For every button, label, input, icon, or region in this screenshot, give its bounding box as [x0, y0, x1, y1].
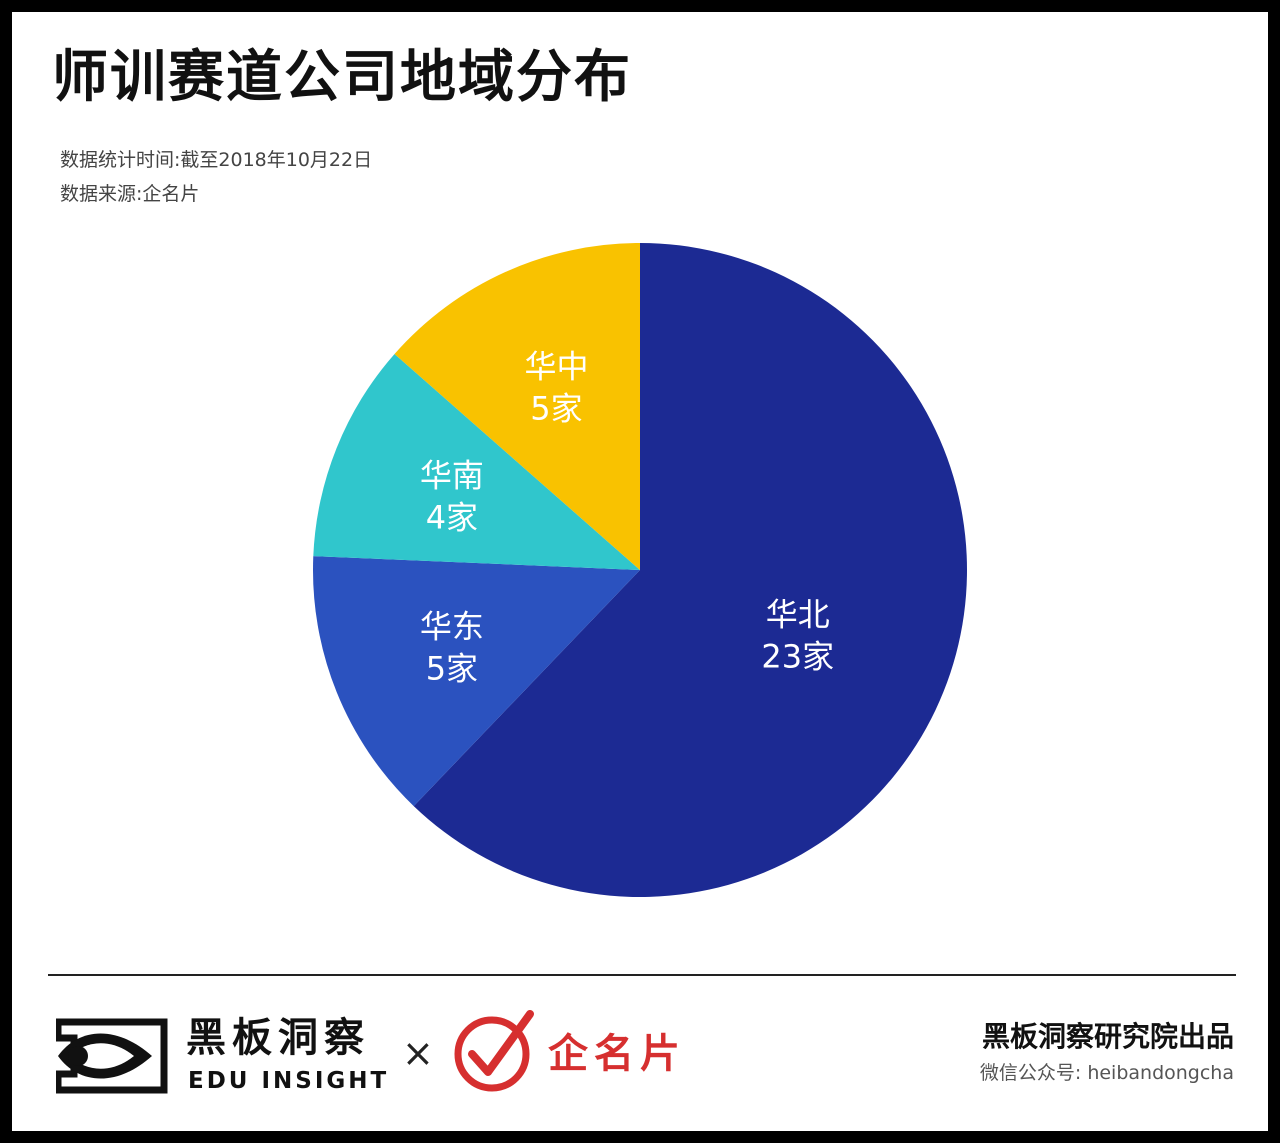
pie-slice-1	[313, 556, 640, 807]
source-note: 数据来源:企名片	[60, 183, 200, 205]
slice-value-label-1: 5家	[426, 650, 478, 688]
slice-label-3: 华中	[524, 347, 588, 385]
page-title: 师训赛道公司地域分布	[52, 45, 632, 110]
partner-name: 企名片	[548, 1031, 686, 1077]
footer-divider	[48, 974, 1236, 976]
collaboration-cross: ×	[402, 1031, 434, 1075]
slice-label-2: 华南	[420, 456, 484, 494]
brand-block: 黑板洞察 EDU INSIGHT	[56, 1018, 396, 1098]
slice-label-1: 华东	[420, 608, 484, 646]
red-check-circle-logo-icon	[454, 1010, 534, 1092]
slice-label-0: 华北	[766, 595, 830, 633]
pie-slice-0	[413, 243, 968, 897]
eye-frame-logo-icon	[56, 1018, 168, 1094]
infographic-card: 师训赛道公司地域分布 数据统计时间:截至2018年10月22日 数据来源:企名片…	[12, 12, 1268, 1131]
pie-slice-3	[394, 243, 640, 570]
slice-value-label-2: 4家	[426, 498, 478, 536]
slice-value-label-3: 5家	[530, 389, 582, 427]
brand-name-zh: 黑板洞察	[186, 1015, 370, 1061]
credit-line: 黑板洞察研究院出品	[981, 1020, 1234, 1053]
wechat-account: 微信公众号: heibandongcha	[979, 1062, 1234, 1084]
brand-name-en: EDU INSIGHT	[188, 1068, 390, 1094]
date-note: 数据统计时间:截至2018年10月22日	[60, 149, 373, 171]
pie-slice-2	[313, 353, 640, 570]
slice-value-label-0: 23家	[761, 637, 834, 675]
